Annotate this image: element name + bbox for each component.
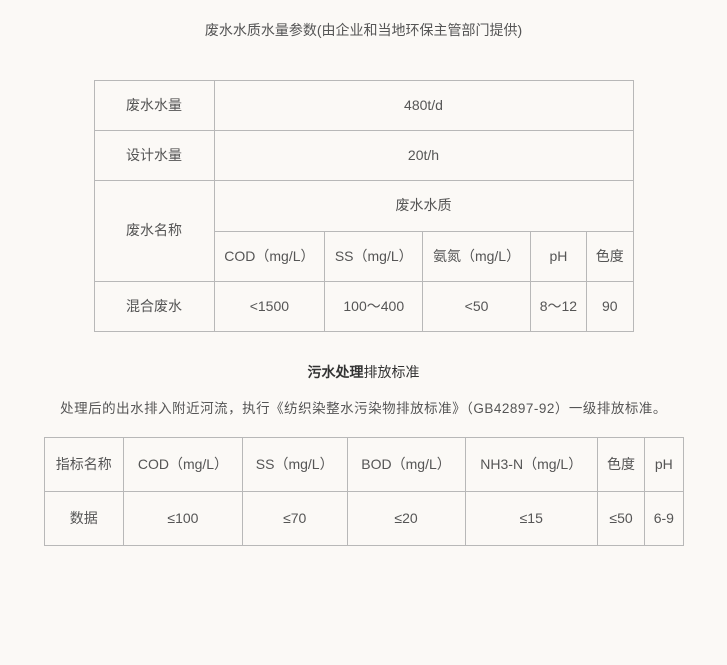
mixed-name: 混合废水	[94, 281, 214, 331]
cod-value: <1500	[214, 281, 325, 331]
table-row: 混合废水 <1500 100～400 <50 8～12 90	[94, 281, 633, 331]
page-title: 废水水质水量参数(由企业和当地环保主管部门提供)	[30, 20, 697, 40]
ss-value: 100～400	[325, 281, 423, 331]
name-label: 废水名称	[94, 181, 214, 281]
ph-value: 6-9	[645, 492, 683, 546]
ss-value: ≤70	[242, 492, 347, 546]
heading-bold: 污水处理	[308, 364, 364, 380]
ss-header: SS（mg/L）	[242, 437, 347, 491]
cod-value: ≤100	[123, 492, 242, 546]
bod-value: ≤20	[347, 492, 465, 546]
data-label: 数据	[44, 492, 123, 546]
color-value: ≤50	[597, 492, 644, 546]
table-row: 废水水量 480t/d	[94, 81, 633, 131]
cod-header: COD（mg/L）	[123, 437, 242, 491]
discharge-standards-table: 指标名称 COD（mg/L） SS（mg/L） BOD（mg/L） NH3-N（…	[44, 437, 684, 546]
color-header: 色度	[586, 231, 633, 281]
ph-value: 8～12	[530, 281, 586, 331]
design-value: 20t/h	[214, 131, 633, 181]
table-row: 数据 ≤100 ≤70 ≤20 ≤15 ≤50 6-9	[44, 492, 683, 546]
ph-header: pH	[645, 437, 683, 491]
heading-rest: 排放标准	[364, 364, 420, 380]
nh3-value: ≤15	[465, 492, 597, 546]
table-row: 设计水量 20t/h	[94, 131, 633, 181]
table-row: 废水名称 废水水质	[94, 181, 633, 231]
description-text: 处理后的出水排入附近河流，执行《纺织染整水污染物排放标准》（GB42897-92…	[30, 397, 697, 417]
color-header: 色度	[597, 437, 644, 491]
table-row: 指标名称 COD（mg/L） SS（mg/L） BOD（mg/L） NH3-N（…	[44, 437, 683, 491]
color-value: 90	[586, 281, 633, 331]
design-label: 设计水量	[94, 131, 214, 181]
quality-header: 废水水质	[214, 181, 633, 231]
quantity-label: 废水水量	[94, 81, 214, 131]
nh3-header: NH3-N（mg/L）	[465, 437, 597, 491]
section-heading: 污水处理排放标准	[30, 362, 697, 382]
nh-value: <50	[423, 281, 531, 331]
name-header: 指标名称	[44, 437, 123, 491]
ss-header: SS（mg/L）	[325, 231, 423, 281]
wastewater-params-table: 废水水量 480t/d 设计水量 20t/h 废水名称 废水水质 COD（mg/…	[94, 80, 634, 332]
cod-header: COD（mg/L）	[214, 231, 325, 281]
quantity-value: 480t/d	[214, 81, 633, 131]
nh-header: 氨氮（mg/L）	[423, 231, 531, 281]
bod-header: BOD（mg/L）	[347, 437, 465, 491]
ph-header: pH	[530, 231, 586, 281]
